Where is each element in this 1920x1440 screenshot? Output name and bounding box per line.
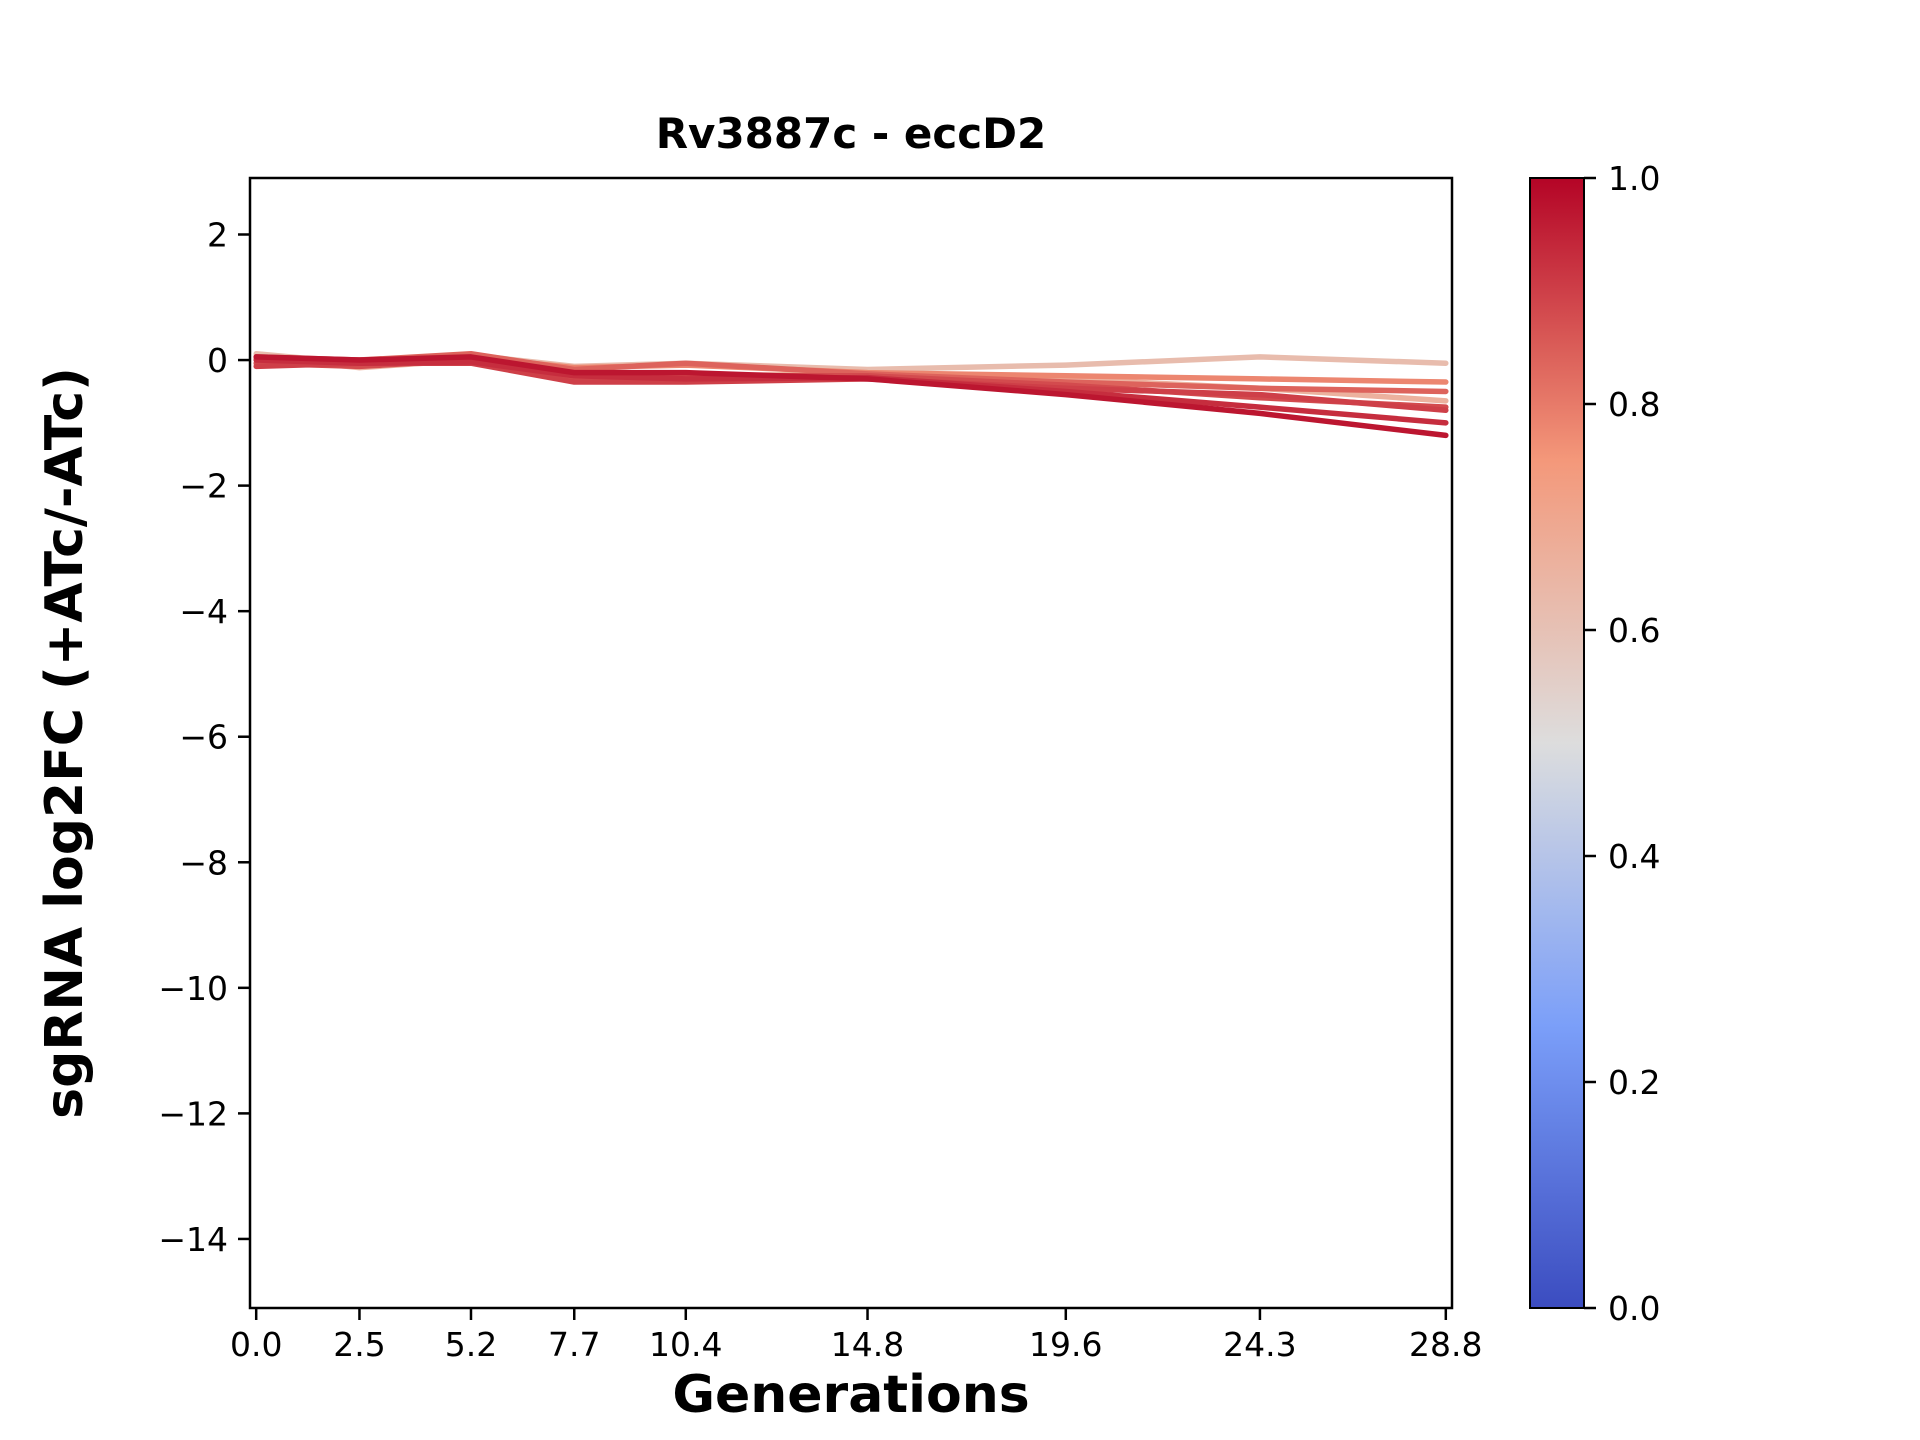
plot-border [248,176,1454,1310]
colorbar-tick-label: 1.0 [1608,159,1660,198]
y-tick-label: −14 [158,1220,228,1259]
x-tick-label: 10.4 [649,1325,722,1364]
y-tick-label: −8 [179,843,228,882]
y-tick-label: −12 [158,1094,228,1133]
colorbar-tick-label: 0.8 [1608,385,1660,424]
colorbar-tick-label: 0.0 [1608,1289,1660,1328]
colorbar [1529,177,1585,1309]
colorbar-tick-label: 0.2 [1608,1063,1660,1102]
y-axis-label: sgRNA log2FC (+ATc/-ATc) [35,367,95,1119]
x-tick-label: 2.5 [333,1325,385,1364]
x-axis: 0.0 2.5 5.2 7.7 10.4 14.8 19.6 24.3 28.8 [230,1308,1483,1364]
x-tick-label: 24.3 [1223,1325,1296,1364]
y-tick-label: −10 [158,969,228,1008]
x-tick-label: 0.0 [230,1325,282,1364]
chart-title: Rv3887c - eccD2 [656,109,1047,158]
colorbar-ticks: 1.0 0.8 0.6 0.4 0.2 0.0 [1584,159,1660,1328]
y-tick-label: 2 [207,216,228,255]
series-lines [253,351,1449,439]
x-tick-label: 5.2 [445,1325,497,1364]
y-tick-label: −6 [179,718,228,757]
x-tick-label: 7.7 [548,1325,600,1364]
colorbar-tick-label: 0.6 [1608,611,1660,650]
series-line-6 [253,357,1449,426]
y-tick-label: 0 [207,341,228,380]
y-tick-label: −4 [179,592,228,631]
y-tick-label: −2 [179,467,228,506]
x-axis-label: Generations [672,1365,1029,1425]
x-tick-label: 19.6 [1029,1325,1102,1364]
series-line-7 [253,354,1449,439]
x-tick-label: 14.8 [831,1325,904,1364]
colorbar-tick-label: 0.4 [1608,837,1660,876]
x-tick-label: 28.8 [1409,1325,1482,1364]
y-axis: 2 0 −2 −4 −6 −8 −10 −12 −14 [158,216,250,1259]
